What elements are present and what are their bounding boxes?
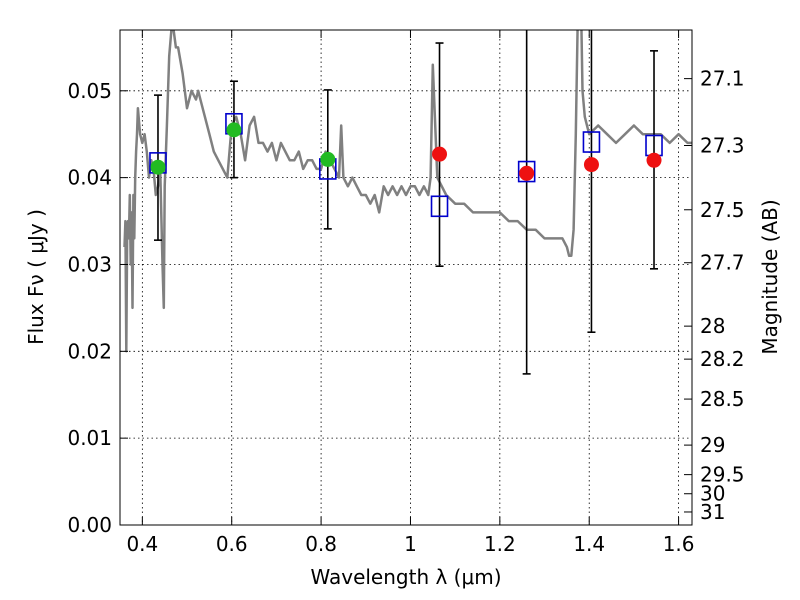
y-tick-label: 0.04 — [67, 166, 112, 190]
observed-flux-point — [583, 157, 599, 173]
x-tick-label: 0.8 — [305, 532, 337, 556]
x-tick-label: 1 — [404, 532, 417, 556]
observed-flux-point — [646, 152, 662, 168]
observed-flux-point — [150, 159, 166, 175]
right-tick-label: 31 — [700, 500, 725, 524]
model-flux-box — [517, 160, 536, 183]
y-tick-label: 0.01 — [67, 426, 112, 450]
y-axis-ticks: 0.00 0.01 0.02 0.03 0.04 0.05 — [67, 79, 128, 537]
plot-area — [120, 30, 692, 525]
y-axis-label: Flux Fν ( μJy ) — [24, 209, 48, 345]
right-tick-label: 27.7 — [700, 251, 745, 275]
x-tick-label: 1.4 — [573, 532, 605, 556]
y-tick-label: 0.00 — [67, 513, 112, 537]
x-tick-label: 0.4 — [126, 532, 158, 556]
plot-frame — [119, 29, 693, 526]
right-tick-label: 27.1 — [700, 67, 745, 91]
model-flux-box — [582, 131, 601, 153]
x-axis-label: Wavelength λ (μm) — [310, 565, 501, 589]
right-tick-label: 29.5 — [700, 463, 745, 487]
y-tick-label: 0.05 — [67, 79, 112, 103]
right-tick-label: 29 — [700, 433, 725, 457]
right-axis-label: Magnitude (AB) — [758, 199, 782, 354]
x-tick-label: 0.6 — [216, 532, 248, 556]
right-tick-label: 28.2 — [700, 347, 745, 371]
y-tick-label: 0.02 — [67, 339, 112, 363]
x-axis-ticks: 0.4 0.6 0.8 1 1.2 1.4 1.6 — [126, 30, 695, 556]
x-tick-label: 1.6 — [663, 532, 695, 556]
model-flux-box — [430, 195, 449, 218]
right-tick-label: 27.5 — [700, 198, 745, 222]
observed-flux-point — [519, 165, 535, 181]
right-tick-label: 28.5 — [700, 387, 745, 411]
observed-point-layer — [150, 122, 662, 181]
observed-flux-point — [226, 122, 242, 138]
y-tick-label: 0.03 — [67, 252, 112, 276]
observed-flux-point — [320, 151, 336, 167]
right-tick-label: 28 — [700, 314, 725, 338]
right-tick-label: 27.3 — [700, 134, 745, 158]
x-tick-label: 1.2 — [484, 532, 516, 556]
right-tick-label: 30 — [700, 482, 725, 506]
observed-flux-point — [432, 146, 448, 162]
